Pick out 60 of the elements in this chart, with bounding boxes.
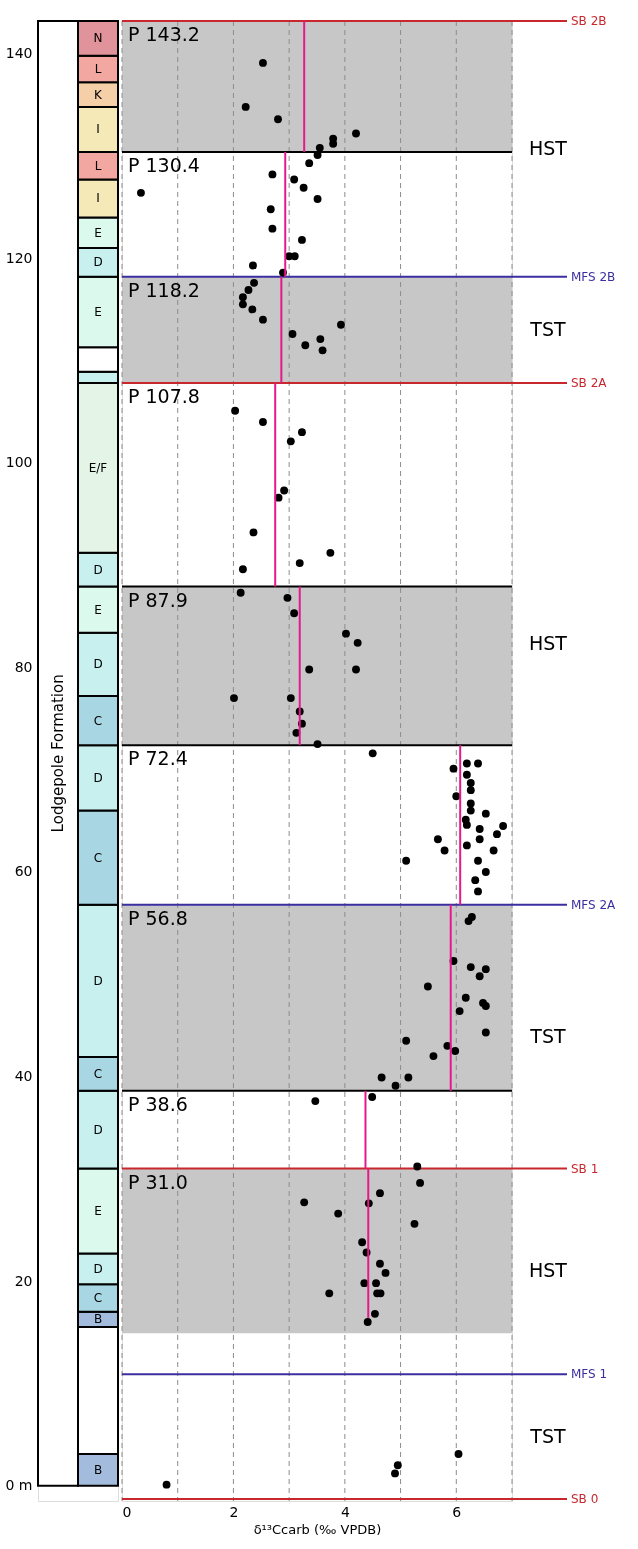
y-tick-label: 80 [14, 658, 33, 675]
x-tick-label: 2 [229, 1503, 239, 1520]
data-label: D [93, 255, 103, 270]
text: HST [529, 1259, 568, 1282]
data-label: I [96, 191, 100, 206]
annotation: P 107.8 [128, 385, 200, 408]
text: TST [529, 1024, 567, 1047]
y-tick-label: 120 [5, 249, 33, 266]
data-label: D [93, 770, 103, 785]
ref-line-label: SB 0 [571, 1491, 599, 1506]
data-label: C [93, 1066, 103, 1081]
y-tick-label: 100 [5, 454, 33, 471]
data-label: D [93, 562, 103, 577]
data-label: E/F [88, 460, 108, 475]
data-label: C [93, 1290, 103, 1305]
data-label: D [93, 973, 103, 988]
data-label: N [93, 31, 103, 46]
data-label: Lodgepole Formation [49, 674, 67, 833]
annotation: P 87.9 [128, 588, 188, 611]
y-tick-label: 140 [5, 45, 33, 62]
annotation: P 31.0 [128, 1170, 188, 1193]
ref-line-label: SB 2A [571, 376, 608, 391]
y-tick-label: 0 m [5, 1477, 33, 1494]
data-label: C [93, 850, 103, 865]
data-label: L [94, 62, 102, 77]
data-label: E [94, 304, 102, 319]
y-tick-label: 60 [14, 863, 33, 880]
data-label: C [93, 713, 103, 728]
data-label: E [94, 225, 102, 240]
text: HST [529, 631, 568, 654]
text: HST [529, 136, 568, 159]
ref-line-label: MFS 2A [571, 897, 617, 912]
ref-line-label: SB 1 [571, 1161, 599, 1176]
data-label: E [94, 602, 102, 617]
data-label: B [93, 1462, 103, 1477]
annotation: P 56.8 [128, 906, 188, 929]
annotation: P 118.2 [128, 278, 200, 301]
data-label: D [93, 657, 103, 672]
x-tick-label: 4 [340, 1503, 350, 1520]
data-label: L [94, 158, 102, 173]
data-label: D [93, 1122, 103, 1137]
data-label: E [94, 1204, 102, 1219]
ref-line-label: MFS 2B [571, 269, 616, 284]
annotation: P 143.2 [128, 23, 200, 45]
text: TST [529, 1424, 567, 1447]
ref-line-label: MFS 1 [571, 1367, 608, 1382]
y-tick-label: 40 [14, 1068, 33, 1085]
data-label: B [93, 1312, 103, 1327]
y-tick-label: 20 [14, 1272, 33, 1289]
annotation: P 72.4 [128, 747, 188, 770]
x-tick-label: 0 [122, 1503, 132, 1520]
data-label: D [93, 1261, 103, 1276]
data-label: K [94, 87, 104, 102]
ref-line-label: SB 2B [571, 14, 607, 28]
annotation: P 130.4 [128, 153, 200, 176]
text: TST [529, 317, 567, 340]
data-label: I [96, 122, 100, 137]
x-axis-title: δ¹³Ccarb (‰ VPDB) [253, 1521, 382, 1537]
annotation: P 38.6 [128, 1092, 188, 1115]
x-tick-label: 6 [452, 1503, 462, 1520]
